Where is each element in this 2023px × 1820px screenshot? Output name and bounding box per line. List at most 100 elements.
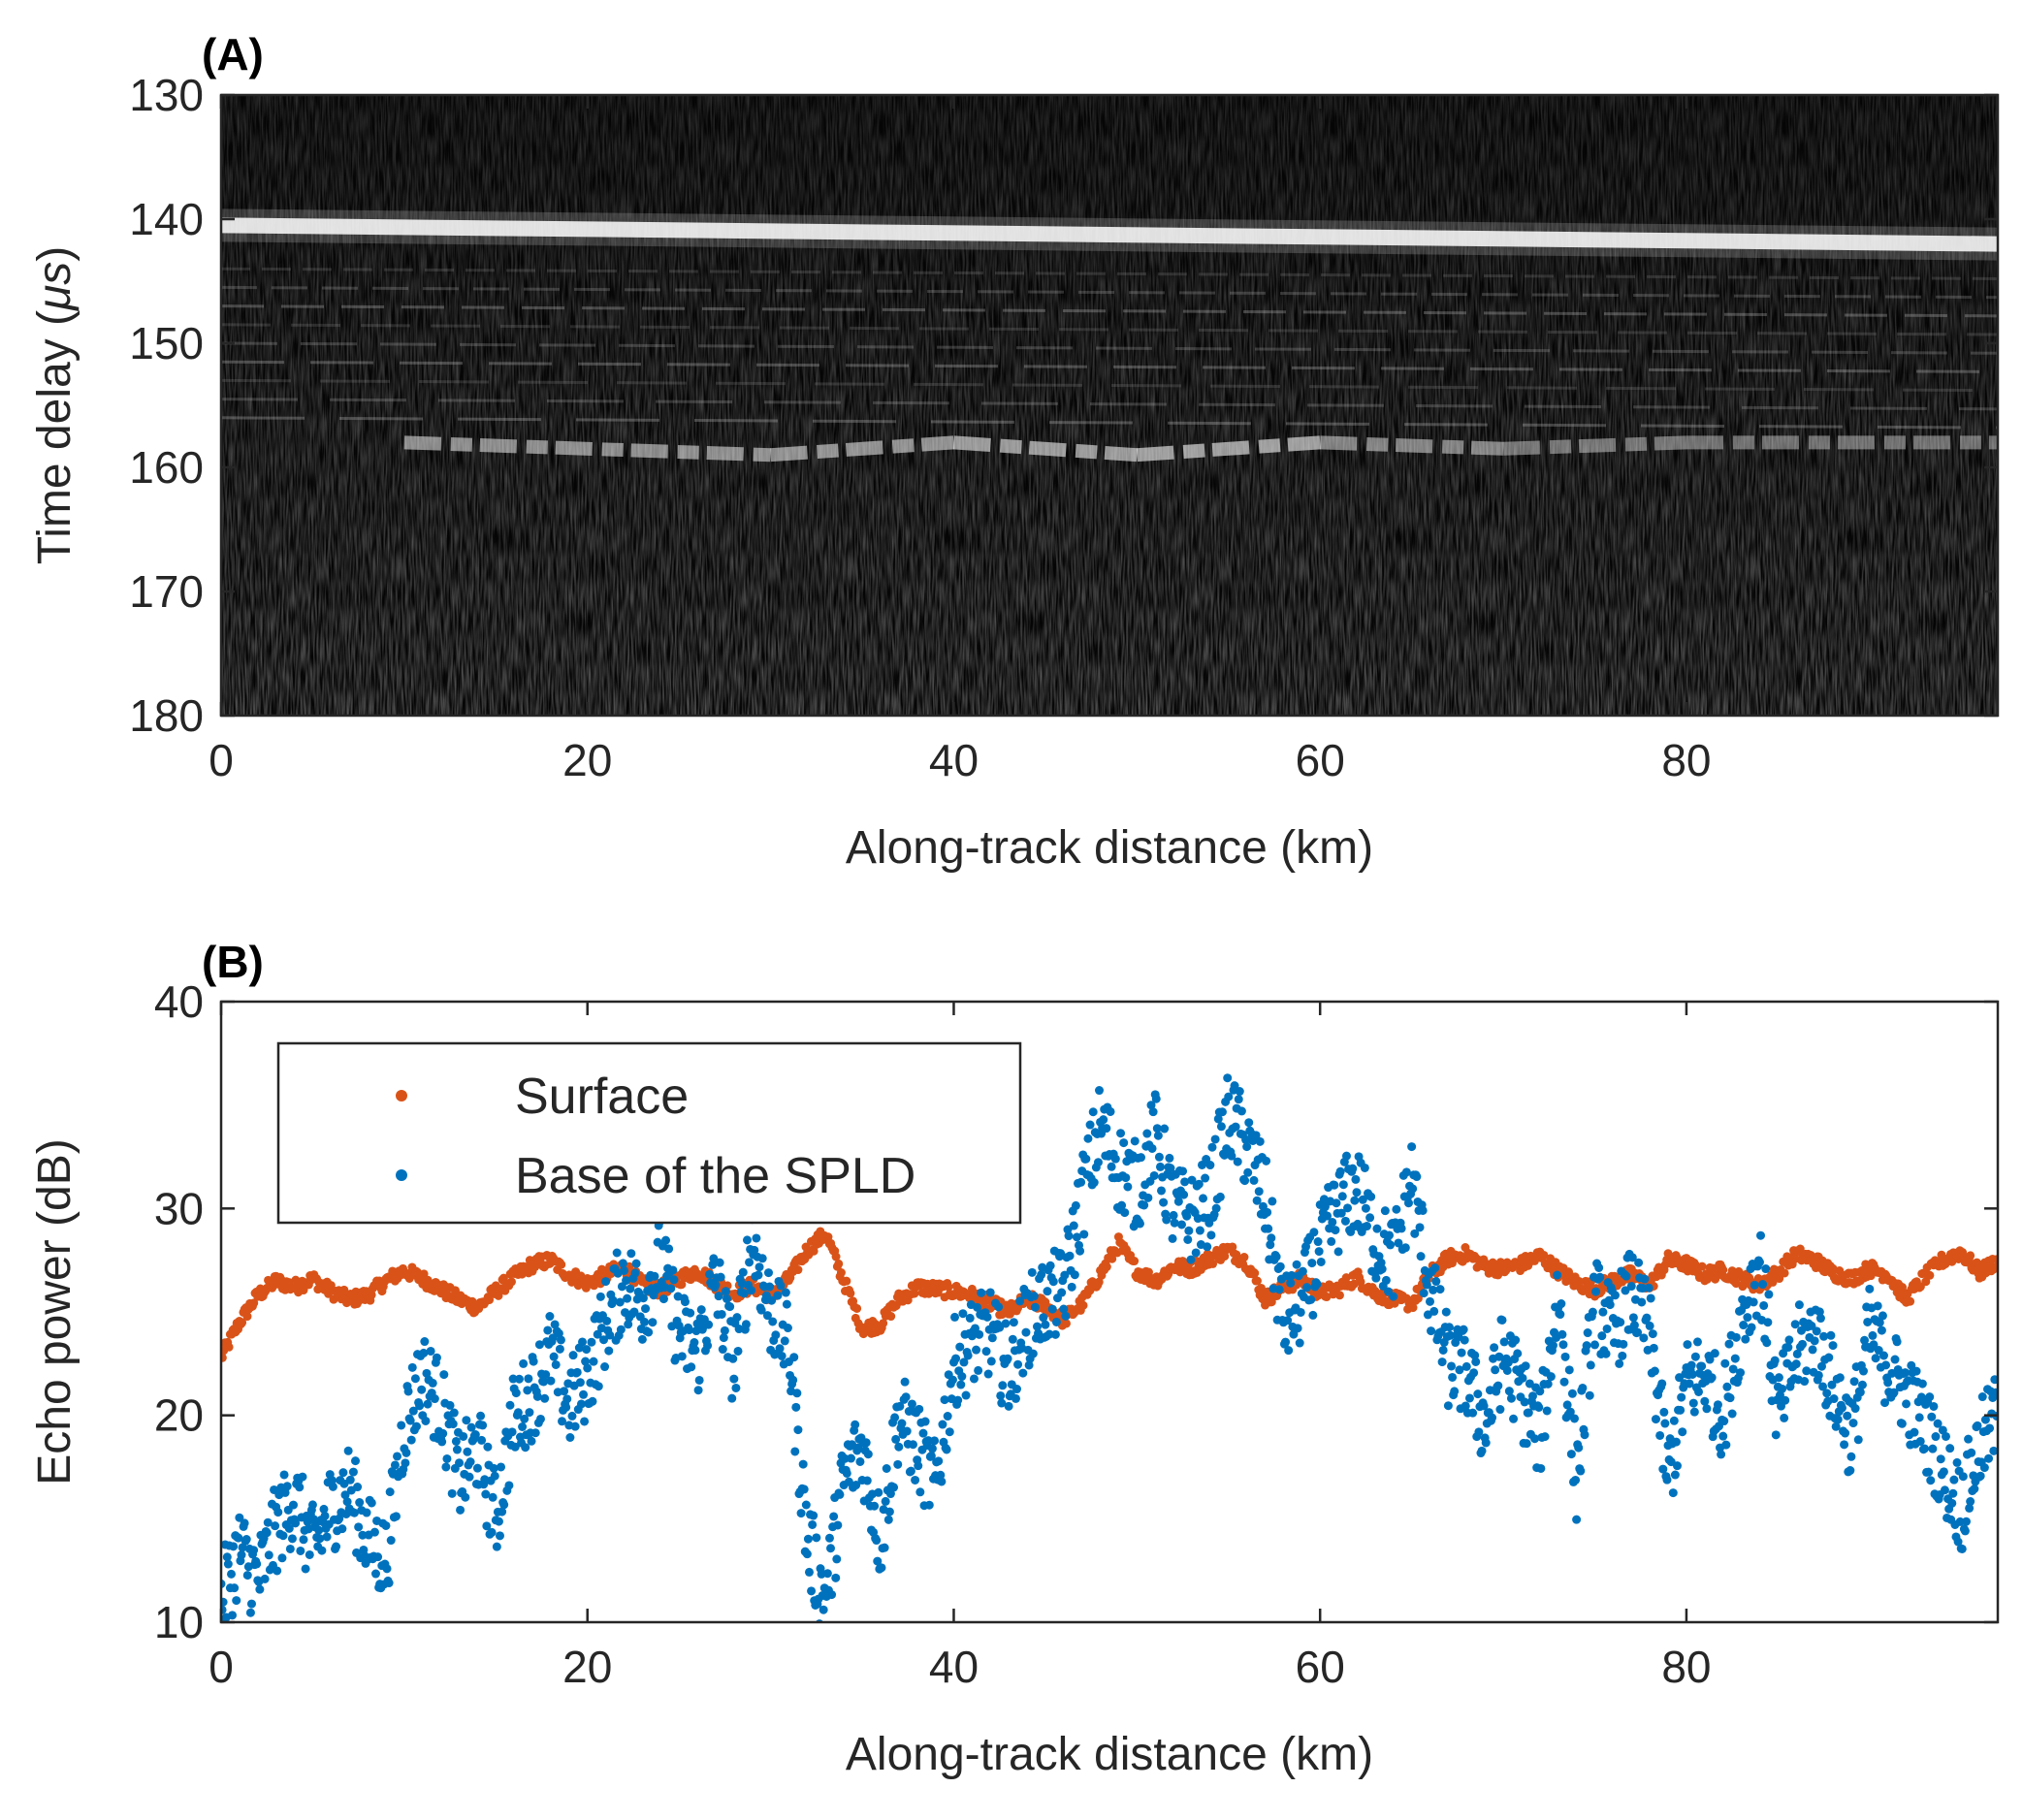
data-point: [1366, 1192, 1376, 1201]
data-point: [1871, 1354, 1880, 1363]
data-point: [1159, 1197, 1169, 1207]
data-point: [1952, 1457, 1962, 1467]
data-point: [969, 1374, 979, 1384]
data-point: [791, 1402, 801, 1412]
data-point: [1678, 1427, 1687, 1437]
data-point: [1506, 1393, 1516, 1403]
data-point: [367, 1290, 376, 1299]
data-point: [880, 1543, 889, 1552]
data-point: [1892, 1337, 1902, 1347]
data-point: [1979, 1463, 1989, 1473]
data-point: [390, 1460, 400, 1470]
data-point: [1227, 1151, 1236, 1161]
panel-a-axes-frame: [219, 93, 2000, 718]
data-point: [1201, 1173, 1210, 1183]
data-point: [1524, 1408, 1533, 1418]
data-point: [456, 1505, 466, 1515]
data-point: [1107, 1162, 1116, 1171]
data-point: [1199, 1194, 1208, 1203]
data-point: [934, 1456, 944, 1466]
data-point: [541, 1370, 551, 1380]
data-point: [1061, 1319, 1071, 1328]
data-point: [1802, 1366, 1812, 1376]
data-point: [1730, 1354, 1740, 1363]
data-point: [1419, 1289, 1429, 1298]
data-point: [801, 1500, 811, 1510]
panel-a-y-tick-label: 140: [129, 194, 204, 244]
data-point: [1642, 1313, 1652, 1323]
data-point: [1012, 1385, 1022, 1394]
data-point: [1251, 1131, 1261, 1140]
data-point: [1464, 1393, 1474, 1403]
data-point: [558, 1417, 567, 1426]
data-point: [1210, 1134, 1220, 1144]
data-point: [1628, 1313, 1638, 1323]
data-point: [1659, 1407, 1669, 1417]
data-point: [1362, 1222, 1371, 1231]
data-point: [1471, 1357, 1481, 1366]
data-point: [288, 1500, 298, 1510]
data-point: [1707, 1373, 1717, 1383]
data-point: [1833, 1415, 1843, 1424]
data-point: [1015, 1296, 1025, 1306]
data-point: [728, 1354, 738, 1363]
data-point: [745, 1258, 755, 1267]
data-point: [1662, 1475, 1672, 1485]
data-point: [1941, 1431, 1950, 1441]
data-point: [1408, 1303, 1418, 1313]
data-point: [278, 1531, 288, 1541]
panel-a-y-label-suffix: ): [29, 246, 80, 262]
legend-box: [276, 1041, 1022, 1225]
data-point: [1194, 1179, 1204, 1189]
data-point: [382, 1564, 392, 1574]
data-point: [1217, 1107, 1227, 1117]
data-point: [1065, 1251, 1075, 1261]
data-point: [1800, 1377, 1810, 1387]
basal-echo-segment: [952, 435, 1138, 463]
data-point: [226, 1569, 236, 1579]
data-point: [1590, 1340, 1599, 1350]
data-point: [889, 1483, 899, 1492]
data-point: [809, 1511, 819, 1520]
data-point: [1340, 1216, 1350, 1226]
data-point: [234, 1533, 243, 1543]
data-point: [1975, 1471, 1985, 1481]
data-point: [894, 1442, 904, 1452]
data-point: [650, 1271, 659, 1281]
data-point: [1582, 1341, 1591, 1351]
data-point: [1336, 1208, 1346, 1218]
data-point: [773, 1291, 783, 1300]
data-point: [680, 1297, 690, 1307]
data-point: [1580, 1430, 1590, 1440]
data-point: [1720, 1358, 1730, 1368]
data-point: [1949, 1475, 1959, 1485]
data-point: [1004, 1401, 1013, 1411]
data-point: [1275, 1261, 1285, 1271]
data-point: [1240, 1176, 1250, 1186]
data-point: [1521, 1361, 1530, 1371]
data-point: [1822, 1389, 1832, 1398]
data-point: [524, 1374, 533, 1384]
data-point: [1365, 1213, 1375, 1223]
data-point: [715, 1258, 724, 1267]
data-point: [1153, 1131, 1163, 1140]
panel-a-ticks: 0 20 40 60 80 130 140 150 160 170 180: [129, 70, 1998, 785]
data-point: [1328, 1217, 1337, 1227]
data-point: [937, 1477, 947, 1486]
data-point: [762, 1311, 772, 1321]
data-point: [879, 1319, 888, 1328]
data-point: [1180, 1177, 1190, 1187]
data-point: [1685, 1379, 1694, 1389]
data-point: [421, 1416, 431, 1425]
data-point: [705, 1269, 715, 1279]
data-point: [1585, 1390, 1594, 1400]
data-point: [719, 1333, 728, 1343]
data-point: [996, 1390, 1006, 1400]
data-point: [1750, 1280, 1759, 1290]
data-point: [1119, 1138, 1129, 1148]
data-point: [1634, 1258, 1644, 1267]
data-point: [1722, 1382, 1732, 1391]
data-point: [1828, 1341, 1838, 1351]
data-point: [1566, 1450, 1576, 1459]
data-point: [831, 1252, 841, 1261]
